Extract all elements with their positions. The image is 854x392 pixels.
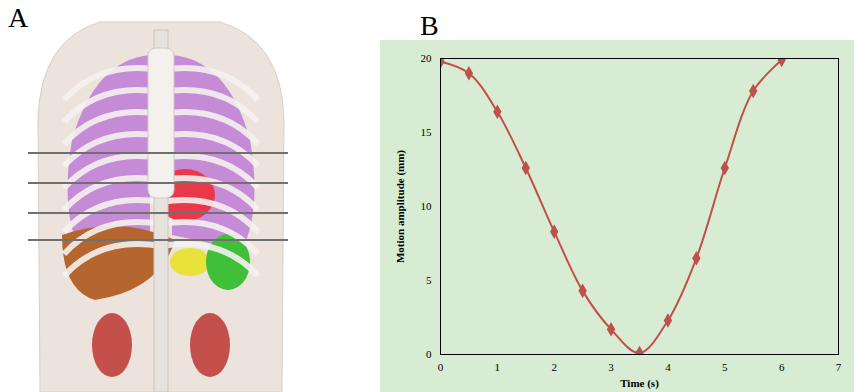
svg-text:5: 5 xyxy=(426,274,432,286)
html-text:B: B xyxy=(420,10,439,41)
svg-text:20: 20 xyxy=(421,52,433,64)
svg-text:15: 15 xyxy=(421,126,433,138)
svg-text:3: 3 xyxy=(608,361,614,373)
svg-text:1: 1 xyxy=(495,361,501,373)
svg-text:4: 4 xyxy=(665,361,671,373)
svg-text:2: 2 xyxy=(551,361,557,373)
svg-text:Motion amplitude (mm): Motion amplitude (mm) xyxy=(394,150,407,263)
svg-text:0: 0 xyxy=(438,361,444,373)
svg-text:10: 10 xyxy=(421,200,433,212)
html-text:A: A xyxy=(8,2,29,33)
svg-text:5: 5 xyxy=(722,361,728,373)
svg-text:Time (s): Time (s) xyxy=(620,377,659,390)
svg-text:0: 0 xyxy=(426,348,432,360)
svg-text:6: 6 xyxy=(779,361,785,373)
svg-text:7: 7 xyxy=(836,361,842,373)
